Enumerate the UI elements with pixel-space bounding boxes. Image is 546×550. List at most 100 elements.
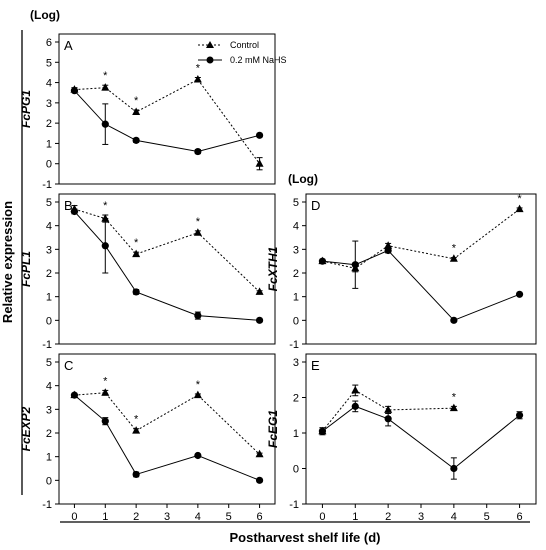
y-tick-label: 1 — [46, 138, 52, 150]
x-tick-label: 3 — [418, 511, 424, 523]
control-point — [384, 405, 393, 413]
control-point — [193, 228, 202, 236]
significance-star: * — [134, 95, 139, 107]
y-tick-label: 0 — [293, 315, 299, 327]
nahs-point — [132, 136, 140, 144]
nahs-point — [384, 246, 392, 255]
panel-letter: C — [64, 358, 73, 373]
series-nahs — [318, 240, 524, 324]
gene-ylabel: FcXTH1 — [266, 246, 280, 291]
panel-letter: E — [311, 358, 320, 373]
control-line — [74, 78, 260, 165]
y-tick-label: 0 — [46, 159, 52, 171]
panel-letter: D — [311, 198, 320, 213]
control-point — [449, 254, 458, 262]
x-tick-label: 2 — [133, 511, 139, 523]
nahs-line — [322, 249, 520, 321]
control-point — [101, 388, 110, 396]
y-tick-label: 4 — [293, 221, 299, 233]
y-tick-label: 1 — [293, 292, 299, 304]
x-tick-label: 4 — [451, 511, 457, 523]
series-nahs — [70, 391, 264, 484]
y-tick-label: 3 — [46, 244, 52, 256]
y-tick-label: 0 — [46, 315, 52, 327]
y-axis-title: Relative expression — [0, 201, 15, 323]
series-nahs — [70, 207, 264, 324]
x-tick-label: 6 — [257, 511, 263, 523]
nahs-line — [322, 405, 520, 470]
significance-star: * — [452, 243, 457, 255]
nahs-point — [351, 261, 359, 269]
nahs-point — [318, 257, 327, 265]
panel-a: A FcPG1 -1 0 1 2 3 4 5 6 * * * — [19, 33, 276, 191]
nahs-point — [255, 131, 264, 139]
control-line — [322, 208, 520, 269]
control-point — [193, 75, 202, 83]
series-control — [70, 75, 264, 171]
control-point — [255, 287, 264, 295]
nahs-point — [194, 147, 202, 156]
nahs-point — [255, 476, 264, 484]
y-tick-label: -1 — [42, 179, 52, 191]
nahs-point — [515, 411, 524, 419]
nahs-point — [450, 316, 458, 324]
nahs-line — [74, 90, 260, 153]
y-tick-label: 0 — [293, 464, 299, 476]
significance-star: * — [196, 63, 201, 75]
nahs-point — [132, 288, 140, 296]
nahs-point — [318, 427, 327, 435]
significance-star: * — [103, 200, 108, 212]
control-point — [351, 385, 360, 394]
nahs-point — [351, 402, 359, 410]
control-point — [255, 159, 264, 167]
y-tick-label: 2 — [46, 118, 52, 130]
control-line — [74, 208, 260, 293]
y-tick-label: 1 — [293, 428, 299, 440]
gene-ylabel: FcEG1 — [266, 410, 280, 448]
y-tick-label: 0 — [46, 475, 52, 487]
y-tick-label: -1 — [289, 339, 299, 351]
control-point — [384, 241, 393, 249]
panel-b: B FcPL1 -1 0 1 2 3 4 5 * * * — [19, 193, 276, 351]
series-control — [70, 204, 264, 295]
plot-frame — [305, 353, 537, 505]
log-label-top: (Log) — [30, 8, 60, 22]
x-tick-label: 0 — [71, 511, 77, 523]
y-tick-label: 4 — [46, 221, 52, 233]
panel-letter: A — [64, 38, 73, 53]
nahs-point — [70, 207, 79, 216]
nahs-point — [70, 87, 79, 95]
significance-star: * — [517, 193, 522, 205]
significance-star: * — [196, 379, 201, 391]
y-tick-label: 3 — [293, 244, 299, 256]
significance-star: * — [134, 237, 139, 249]
control-line — [74, 392, 260, 455]
y-tick-label: 5 — [293, 197, 299, 209]
y-tick-label: 4 — [46, 381, 52, 393]
x-axis-title: Postharvest shelf life (d) — [230, 530, 381, 545]
y-tick-label: 2 — [46, 268, 52, 280]
series-control — [318, 384, 458, 435]
control-point — [255, 449, 264, 458]
significance-star: * — [134, 414, 139, 426]
y-tick-label: 3 — [293, 357, 299, 369]
y-tick-label: 2 — [46, 428, 52, 440]
series-nahs — [70, 87, 264, 156]
x-tick-label: 2 — [385, 511, 391, 523]
panel-e: E FcEG1 -1 0 1 2 3 0 1 2 3 4 5 6 * — [266, 353, 537, 523]
legend-control-marker — [206, 41, 214, 48]
nahs-point — [194, 451, 202, 460]
plot-frame — [58, 353, 276, 505]
nahs-point — [101, 242, 109, 250]
panel-c: C FcEXP2 -1 0 1 2 3 4 5 0 1 2 3 4 5 6 * * * — [19, 353, 276, 523]
nahs-point — [450, 464, 458, 473]
x-tick-label: 0 — [319, 511, 325, 523]
significance-star: * — [103, 70, 108, 82]
y-tick-label: 1 — [46, 452, 52, 464]
legend-control-label: Control — [230, 40, 259, 50]
x-tick-label: 4 — [195, 511, 201, 523]
legend-nahs-marker — [206, 56, 214, 64]
legend-nahs-label: 0.2 mM NaHS — [230, 55, 287, 65]
control-point — [132, 107, 141, 115]
